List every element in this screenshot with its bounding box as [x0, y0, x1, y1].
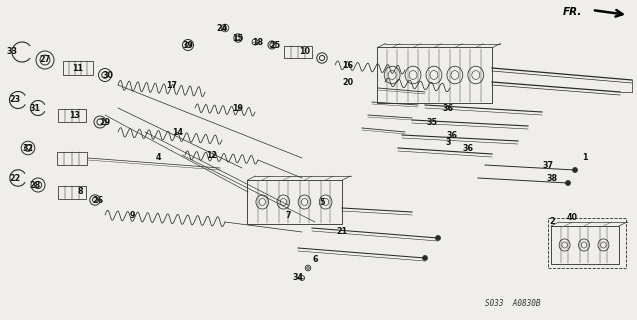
Text: 20: 20 [343, 77, 354, 86]
Text: 39: 39 [182, 41, 194, 50]
Text: 11: 11 [73, 63, 83, 73]
Text: 27: 27 [39, 55, 50, 65]
Text: 9: 9 [129, 211, 135, 220]
Text: 16: 16 [343, 60, 354, 69]
Bar [58, 186, 86, 198]
Text: 32: 32 [22, 143, 34, 153]
Bar [57, 151, 87, 164]
Bar [551, 226, 619, 264]
Text: 8: 8 [77, 188, 83, 196]
Text: 38: 38 [547, 173, 557, 182]
Text: 36: 36 [447, 131, 457, 140]
Text: 31: 31 [29, 103, 41, 113]
Text: 14: 14 [173, 127, 183, 137]
Text: 36: 36 [443, 103, 454, 113]
Bar [248, 180, 343, 224]
Text: 36: 36 [462, 143, 473, 153]
Text: 5: 5 [319, 197, 325, 206]
Text: 19: 19 [233, 103, 243, 113]
Circle shape [422, 255, 427, 260]
Bar [548, 218, 626, 268]
Text: 15: 15 [233, 34, 243, 43]
Text: 18: 18 [252, 37, 264, 46]
Text: 34: 34 [292, 274, 303, 283]
Text: 30: 30 [103, 70, 113, 79]
Text: 33: 33 [6, 47, 17, 57]
Text: 35: 35 [427, 117, 438, 126]
Text: 28: 28 [29, 180, 41, 189]
Text: 40: 40 [566, 213, 578, 222]
Text: 12: 12 [206, 150, 218, 159]
Bar [58, 108, 86, 122]
Text: 26: 26 [92, 196, 104, 204]
Text: 37: 37 [543, 161, 554, 170]
Bar [378, 47, 492, 102]
Text: 21: 21 [336, 228, 348, 236]
Text: 22: 22 [10, 173, 20, 182]
Text: 2: 2 [549, 218, 555, 227]
Text: 3: 3 [445, 138, 451, 147]
Text: 13: 13 [69, 110, 80, 119]
Text: 24: 24 [217, 23, 227, 33]
Circle shape [566, 180, 571, 186]
Text: S033  A0830B: S033 A0830B [485, 299, 541, 308]
Text: FR.: FR. [562, 7, 582, 17]
Text: 29: 29 [99, 117, 111, 126]
Text: 23: 23 [10, 95, 20, 105]
Bar [284, 46, 312, 58]
Text: 17: 17 [166, 81, 178, 90]
Text: 4: 4 [155, 154, 161, 163]
Circle shape [573, 167, 578, 172]
Text: 10: 10 [299, 47, 310, 57]
Text: 25: 25 [269, 41, 280, 50]
Bar [63, 61, 93, 75]
Text: 6: 6 [312, 255, 318, 265]
Circle shape [436, 236, 441, 241]
Text: 7: 7 [285, 211, 290, 220]
Text: 1: 1 [582, 154, 588, 163]
